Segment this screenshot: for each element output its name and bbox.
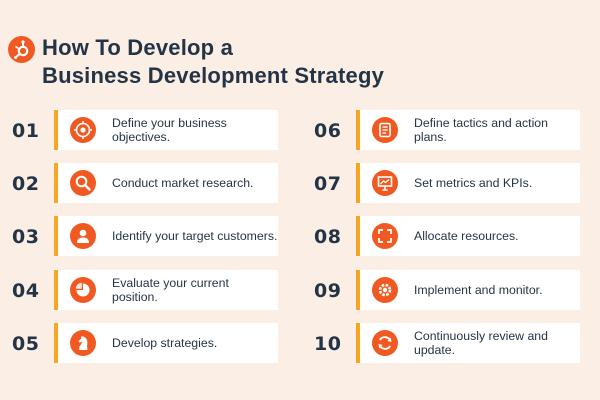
step-card: Define tactics and action plans. bbox=[356, 110, 580, 150]
expand-arrows-icon bbox=[372, 223, 398, 249]
hubspot-sprocket-icon bbox=[8, 36, 35, 63]
step-number: 07 bbox=[314, 173, 342, 195]
step-05: 05 Develop strategies. bbox=[12, 323, 292, 367]
step-10: 10 Continuously review and update. bbox=[314, 323, 594, 367]
step-card: Continuously review and update. bbox=[356, 323, 580, 363]
step-number: 09 bbox=[314, 280, 342, 302]
step-label: Implement and monitor. bbox=[414, 283, 543, 297]
step-label: Identify your target customers. bbox=[112, 229, 278, 243]
step-label: Allocate resources. bbox=[414, 229, 519, 243]
step-card: Evaluate your current position. bbox=[54, 270, 278, 310]
step-07: 07 Set metrics and KPIs. bbox=[314, 163, 594, 207]
step-number: 05 bbox=[12, 333, 40, 355]
pie-chart-icon bbox=[70, 277, 96, 303]
title-line-1: How To Develop a bbox=[42, 35, 234, 60]
step-label: Define your business objectives. bbox=[112, 116, 227, 144]
page-title: How To Develop a Business Development St… bbox=[42, 34, 384, 90]
step-09: 09 Implement and monitor. bbox=[314, 270, 594, 314]
step-number: 02 bbox=[12, 173, 40, 195]
step-card: Define your business objectives. bbox=[54, 110, 278, 150]
step-label: Conduct market research. bbox=[112, 176, 254, 190]
checklist-icon bbox=[372, 117, 398, 143]
step-card: Develop strategies. bbox=[54, 323, 278, 363]
step-label: Evaluate your current position. bbox=[112, 276, 229, 304]
step-label: Define tactics and action plans. bbox=[414, 116, 548, 144]
step-label: Set metrics and KPIs. bbox=[414, 176, 533, 190]
step-number: 03 bbox=[12, 226, 40, 248]
step-03: 03 Identify your target customers. bbox=[12, 216, 292, 260]
step-number: 08 bbox=[314, 226, 342, 248]
step-label: Develop strategies. bbox=[112, 336, 218, 350]
step-number: 10 bbox=[314, 333, 342, 355]
step-card: Allocate resources. bbox=[356, 216, 580, 256]
step-label: Continuously review and update. bbox=[414, 329, 548, 357]
step-01: 01 Define your business objectives. bbox=[12, 110, 292, 154]
step-card: Conduct market research. bbox=[54, 163, 278, 203]
step-card: Set metrics and KPIs. bbox=[356, 163, 580, 203]
presentation-chart-icon bbox=[372, 170, 398, 196]
step-04: 04 Evaluate your current position. bbox=[12, 270, 292, 314]
step-card: Identify your target customers. bbox=[54, 216, 278, 256]
refresh-icon bbox=[372, 330, 398, 356]
step-card: Implement and monitor. bbox=[356, 270, 580, 310]
step-number: 04 bbox=[12, 280, 40, 302]
target-icon bbox=[70, 117, 96, 143]
step-06: 06 Define tactics and action plans. bbox=[314, 110, 594, 154]
search-icon bbox=[70, 170, 96, 196]
gear-icon bbox=[372, 277, 398, 303]
step-number: 06 bbox=[314, 120, 342, 142]
step-02: 02 Conduct market research. bbox=[12, 163, 292, 207]
chess-knight-icon bbox=[70, 330, 96, 356]
title-line-2: Business Development Strategy bbox=[42, 63, 385, 88]
step-number: 01 bbox=[12, 120, 40, 142]
person-icon bbox=[70, 223, 96, 249]
step-08: 08 Allocate resources. bbox=[314, 216, 594, 260]
